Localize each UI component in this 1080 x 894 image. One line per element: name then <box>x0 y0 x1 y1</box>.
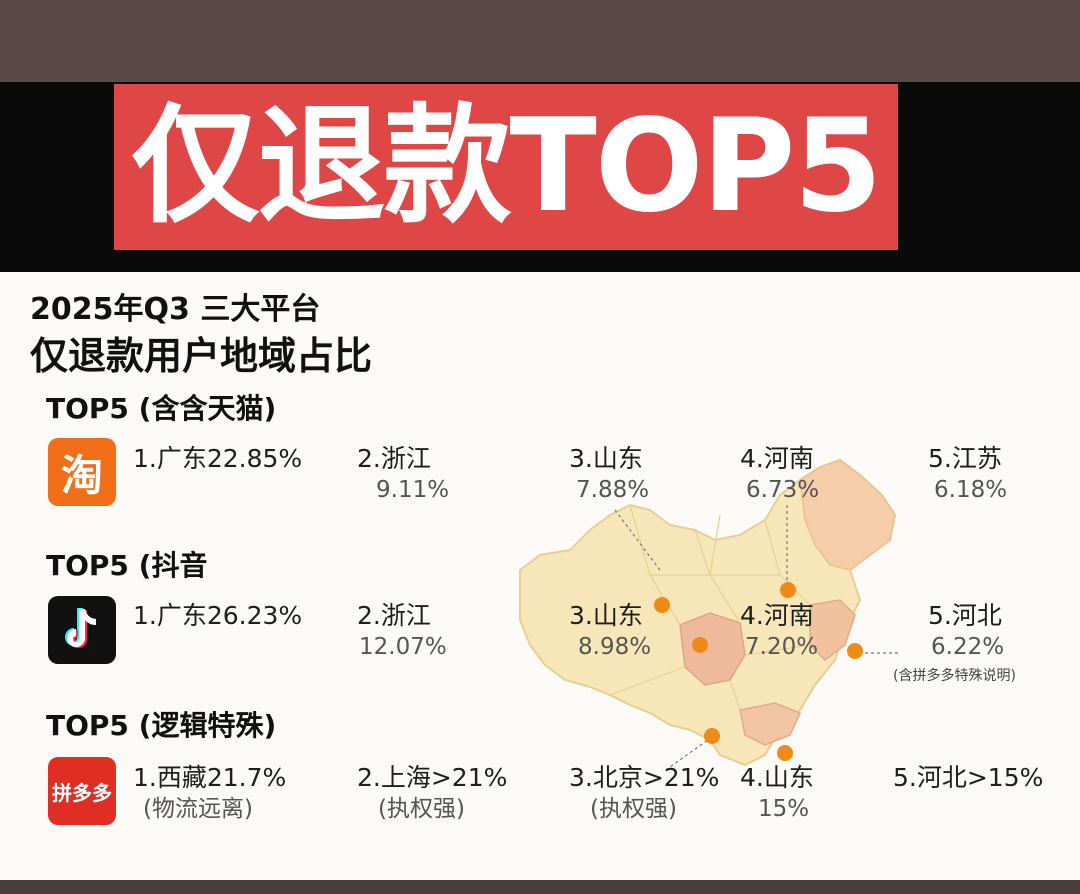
map-marker <box>777 745 793 761</box>
map-marker <box>692 637 708 653</box>
taobao-item-2: 2.浙江 <box>357 444 431 473</box>
taobao-item-5-value: 6.18% <box>934 477 1008 503</box>
douyin-item-4: 4.河南 <box>740 601 814 630</box>
douyin-item-1: 1.广东26.23% <box>133 601 303 630</box>
section-title-douyin: TOP5 (抖音 <box>46 549 208 582</box>
pdd-item-1-note: (物流远离) <box>143 796 253 822</box>
taobao-item-3: 3.山东 <box>569 444 643 473</box>
douyin-footnote: (含拼多多特殊说明) <box>893 668 1016 684</box>
pdd-item-2: 2.上海>21% <box>357 763 508 792</box>
douyin-logo-icon <box>48 596 116 664</box>
map-marker <box>704 728 720 744</box>
pdd-item-3: 3.北京>21% <box>569 763 720 792</box>
pdd-item-5: 5.河北>15% <box>893 763 1044 792</box>
taobao-item-2-value: 9.11% <box>376 477 450 503</box>
taobao-item-5: 5.江苏 <box>928 444 1002 473</box>
map-marker <box>780 582 796 598</box>
section-title-taobao: TOP5 (含含天猫) <box>46 392 277 425</box>
douyin-item-5: 5.河北 <box>928 601 1002 630</box>
top-dark-band <box>0 0 1080 82</box>
title-banner: 仅退款TOP5 <box>114 84 898 250</box>
taobao-item-4-value: 6.73% <box>746 477 820 503</box>
section-title-pdd: TOP5 (逻辑特殊) <box>46 709 277 742</box>
taobao-item-3-value: 7.88% <box>576 477 650 503</box>
douyin-item-5-value: 6.22% <box>931 634 1005 660</box>
bottom-dark-band <box>0 880 1080 894</box>
leader-lines <box>614 505 900 768</box>
douyin-item-3-value: 8.98% <box>578 634 652 660</box>
douyin-item-3: 3.山东 <box>569 601 643 630</box>
taobao-logo-text: 淘 <box>60 450 103 500</box>
pinduoduo-logo-icon: 拼多多 <box>48 757 116 825</box>
sichuan-region <box>679 612 746 686</box>
northeast-region <box>799 459 896 571</box>
douyin-item-2-value: 12.07% <box>359 634 447 660</box>
pdd-item-3-note: (执权强) <box>590 796 677 822</box>
map-marker <box>847 643 863 659</box>
pdd-item-4: 4.山东 <box>740 763 814 792</box>
heading-line1: 2025年Q3 三大平台 <box>30 292 321 327</box>
douyin-item-2: 2.浙江 <box>357 601 431 630</box>
taobao-logo-icon: 淘 <box>48 438 116 506</box>
heading-line2: 仅退款用户地域占比 <box>30 334 373 378</box>
taobao-item-4: 4.河南 <box>740 444 814 473</box>
pdd-item-1: 1.西藏21.7% <box>133 763 287 792</box>
musical-note-icon <box>65 608 96 648</box>
china-map-illustration <box>519 458 900 768</box>
province-borders <box>609 504 811 711</box>
map-marker <box>654 597 670 613</box>
pdd-item-2-note: (执权强) <box>378 796 465 822</box>
pinduoduo-logo-text: 拼多多 <box>52 780 112 805</box>
pdd-item-4-value: 15% <box>758 796 810 822</box>
guangdong-region <box>739 702 802 746</box>
douyin-item-4-value: 7.20% <box>745 634 819 660</box>
banner-title: 仅退款TOP5 <box>131 92 882 241</box>
taobao-item-1: 1.广东22.85% <box>133 444 303 473</box>
